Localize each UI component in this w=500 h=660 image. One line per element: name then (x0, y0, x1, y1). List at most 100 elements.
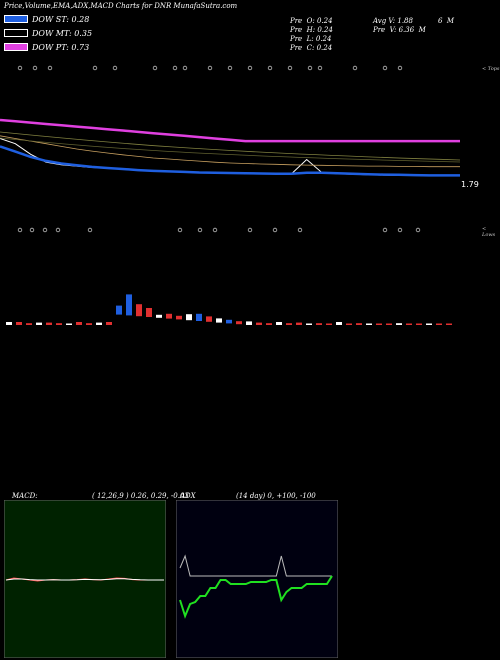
top-marker-6 (172, 65, 178, 71)
top-marker-12 (287, 65, 293, 71)
volume-bar-15 (156, 314, 162, 318)
top-marker-15 (352, 65, 358, 71)
price-lines (0, 118, 461, 177)
adx-params: (14 day) 0, +100, -100 (236, 492, 316, 500)
info-pre-h: Pre H: 0.24 (290, 26, 333, 34)
info-pre-l: Pre L: 0.24 (290, 35, 332, 43)
ema-line-extra-1 (0, 137, 461, 163)
top-marker-9 (227, 65, 233, 71)
adx-chart (176, 500, 338, 658)
adx-label: ADX (180, 492, 196, 500)
top-marker-13 (307, 65, 313, 71)
legend-label-mt: DOW MT: 0.35 (32, 28, 93, 38)
top-marker-5 (152, 65, 158, 71)
macd-label: MACD: (12, 492, 38, 500)
volume-bar-42 (426, 323, 432, 325)
volume-bar-0 (6, 322, 12, 325)
bottom-marker-12 (397, 227, 403, 233)
volume-bar-18 (186, 314, 192, 321)
legend-label-pt: DOW PT: 0.73 (32, 42, 90, 52)
volume-bar-21 (216, 318, 222, 323)
volume-bar-41 (416, 323, 422, 325)
top-marker-10 (247, 65, 253, 71)
adx-line-1 (179, 575, 333, 619)
legend-swatch-mt (4, 29, 28, 37)
volume-bar-17 (176, 315, 182, 320)
legend-label-st: DOW ST: 0.28 (32, 14, 90, 24)
legend-swatch-st (4, 15, 28, 23)
bottom-marker-1 (29, 227, 35, 233)
volume-bar-28 (286, 323, 292, 325)
volume-bar-1 (16, 322, 22, 325)
volume-bar-25 (256, 322, 262, 325)
volume-bar-13 (136, 304, 142, 317)
volume-bar-44 (446, 323, 452, 325)
chart-title: Price,Volume,EMA,ADX,MACD Charts for DNR… (4, 2, 238, 10)
info-pre-c: Pre C: 0.24 (290, 44, 333, 52)
info-pre-v: Pre V: 6.36 M (373, 26, 426, 34)
volume-bar-6 (66, 323, 72, 325)
bottom-marker-5 (177, 227, 183, 233)
top-marker-11 (267, 65, 273, 71)
volume-bar-14 (146, 308, 152, 317)
info-pre-o: Pre O: 0.24 (290, 17, 333, 25)
price-line-2 (0, 135, 460, 168)
macd-lines (5, 577, 164, 582)
volume-bar-34 (346, 323, 352, 325)
bottom-marker-2 (42, 227, 48, 233)
volume-bar-27 (276, 322, 282, 325)
volume-bar-38 (386, 323, 392, 325)
volume-bar-7 (76, 322, 82, 325)
volume-bar-9 (96, 322, 102, 325)
volume-bar-31 (316, 323, 322, 325)
price-line-1 (0, 145, 460, 177)
top-marker-16 (382, 65, 388, 71)
volume-bar-3 (36, 322, 42, 325)
price-line-3 (0, 118, 460, 143)
top-marker-3 (92, 65, 98, 71)
top-markers (17, 65, 403, 71)
info-avg-v: Avg V: 1.88 (373, 17, 413, 25)
ema-line-extra-0 (0, 131, 461, 161)
macd-line-1 (5, 578, 164, 581)
volume-bar-37 (376, 323, 382, 325)
bottom-marker-11 (382, 227, 388, 233)
volume-bar-4 (46, 322, 52, 325)
volume-bars (6, 294, 452, 325)
price-chart (0, 65, 461, 325)
adx-background (176, 500, 338, 658)
bottom-marker-4 (87, 227, 93, 233)
bottom-marker-8 (247, 227, 253, 233)
volume-bar-22 (226, 319, 232, 324)
volume-bar-35 (356, 323, 362, 325)
bottom-marker-0 (17, 227, 23, 233)
volume-bar-24 (246, 321, 252, 325)
volume-bar-8 (86, 323, 92, 325)
volume-bar-12 (126, 294, 132, 316)
bottom-marker-3 (55, 227, 61, 233)
adx-line-0 (179, 554, 332, 577)
tops-label: < Tops (482, 66, 500, 72)
volume-bar-32 (326, 323, 332, 325)
volume-bar-43 (436, 323, 442, 325)
top-marker-0 (17, 65, 23, 71)
bottom-marker-10 (297, 227, 303, 233)
volume-bar-19 (196, 313, 202, 321)
bottom-marker-7 (212, 227, 218, 233)
top-marker-8 (207, 65, 213, 71)
volume-bar-11 (116, 305, 122, 315)
top-marker-14 (317, 65, 323, 71)
volume-bar-16 (166, 313, 172, 319)
volume-bar-2 (26, 323, 32, 325)
info-avg-v-unit: 6 M (438, 17, 455, 25)
volume-bar-29 (296, 322, 302, 325)
top-marker-17 (397, 65, 403, 71)
legend-swatch-pt (4, 43, 28, 51)
bottom-marker-9 (272, 227, 278, 233)
lows-label: < Lows (482, 226, 496, 238)
top-marker-4 (112, 65, 118, 71)
top-marker-2 (47, 65, 53, 71)
bottom-markers (17, 227, 421, 233)
volume-bar-10 (106, 322, 112, 325)
volume-bar-33 (336, 322, 342, 325)
